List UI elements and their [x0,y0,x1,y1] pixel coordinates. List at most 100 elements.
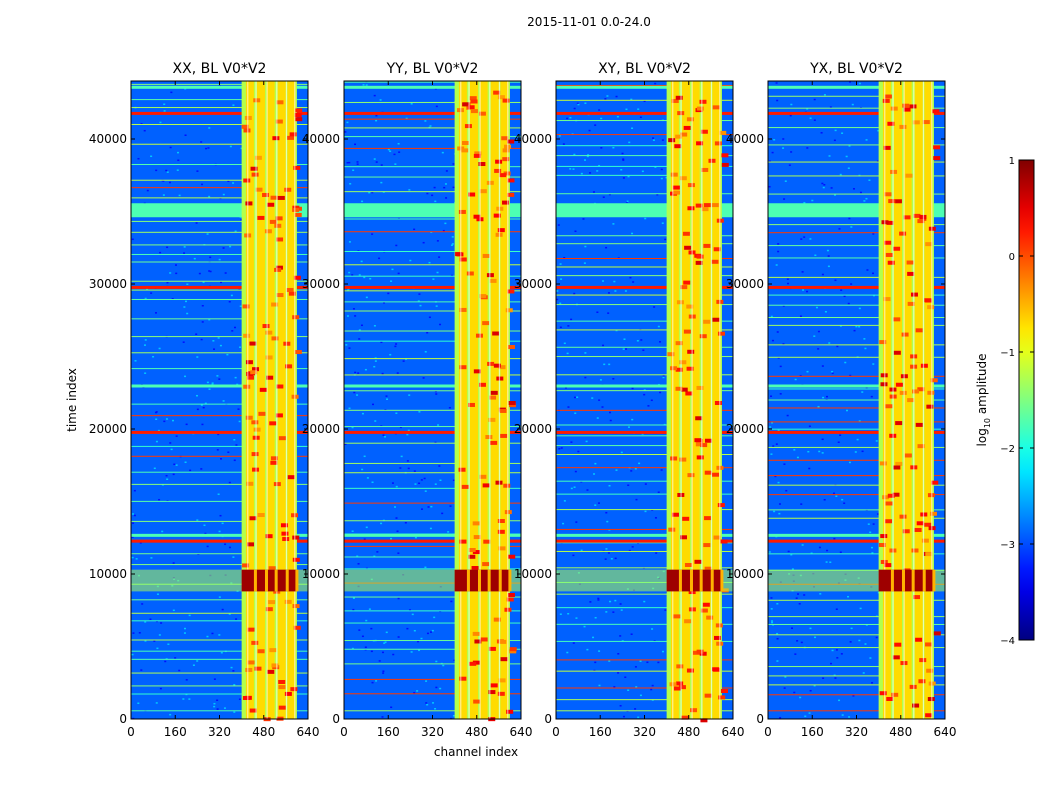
y-tick-label: 30000 [89,277,127,291]
y-tick-label: 10000 [302,567,340,581]
colorbar-tick-label: −1 [1000,348,1015,359]
heatmap-panel-xy: XY, BL V0*V2 0 160 320 480 640 0 10000 20000 3000… [514,61,745,739]
colorbar-tick-label: 1 [1009,156,1015,167]
y-tick-label: 40000 [89,132,127,146]
x-tick-label: 160 [589,725,612,739]
channel-column [712,81,721,719]
channel-column [702,81,711,719]
y-tick-label: 0 [756,712,764,726]
y-tick-label: 20000 [89,422,127,436]
x-tick-label: 160 [801,725,824,739]
x-tick-label: 320 [208,725,231,739]
colorbar-tick-label: −3 [1000,540,1015,551]
broadband-rfi-row [344,533,521,537]
x-tick-label: 640 [297,725,320,739]
broadband-rfi-row [344,384,521,388]
broadband-rfi-row [344,85,521,89]
panel-title: XX, BL V0*V2 [173,61,267,77]
y-tick-label: 30000 [514,277,552,291]
broadband-rfi-row [344,285,521,289]
x-tick-label: 160 [164,725,187,739]
broadband-rfi-row [768,430,945,434]
broadband-rfi-row [556,539,733,543]
x-tick-label: 480 [252,725,275,739]
y-axis-label: time index [65,368,79,432]
rfi-rows [768,95,945,712]
channel-column [266,81,275,719]
x-axis-label: channel index [434,745,518,759]
broadband-rfi-row [768,111,945,115]
broadband-rfi-row [768,285,945,289]
x-tick-label: 480 [677,725,700,739]
y-tick-label: 0 [544,712,552,726]
channel-column [924,81,933,719]
x-tick-label: 320 [633,725,656,739]
heatmap-panel-yx: YX, BL V0*V2 0 160 320 480 640 0 10000 20000 3000… [726,61,957,739]
channel-column [490,81,499,719]
band-hotspots [241,98,303,722]
figure-suptitle: 2015-11-01 0.0-24.0 [527,15,651,29]
channel-column [458,81,467,719]
y-tick-label: 0 [119,712,127,726]
x-tick-label: 480 [465,725,488,739]
broadband-rfi-row [556,85,733,89]
band-hotspots [667,95,729,723]
broadband-rfi-row [344,539,521,543]
x-tick-label: 480 [889,725,912,739]
y-tick-label: 10000 [726,567,764,581]
panel-title: YY, BL V0*V2 [386,61,479,77]
broadband-rfi-row [344,111,521,115]
y-tick-label: 30000 [726,277,764,291]
y-tick-label: 40000 [514,132,552,146]
x-tick-label: 320 [845,725,868,739]
y-tick-label: 10000 [89,567,127,581]
broadband-rfi-row [556,285,733,289]
x-tick-label: 0 [764,725,772,739]
broadband-rfi-row [556,384,733,388]
heatmap-panel-xx: XX, BL V0*V2 0 160 320 480 640 0 10000 20000 3000… [89,61,320,739]
channel-column [500,81,509,719]
x-tick-label: 0 [127,725,135,739]
colorbar-tick-label: −4 [1000,636,1015,647]
channel-column [893,81,902,719]
channel-column [469,81,478,719]
channel-column [479,81,488,719]
broadband-rfi-row [768,384,945,388]
broadband-rfi-row [344,430,521,434]
broadband-rfi-row [131,384,308,388]
broadband-rfi-row [556,533,733,537]
channel-column [287,81,296,719]
x-tick-label: 640 [934,725,957,739]
channel-column [914,81,923,719]
broadband-rfi-row [131,111,308,115]
channel-column [691,81,700,719]
y-tick-label: 40000 [302,132,340,146]
broadband-rfi-row [556,430,733,434]
channel-column [882,81,891,719]
broadband-rfi-row [131,539,308,543]
y-tick-label: 10000 [514,567,552,581]
y-tick-label: 40000 [726,132,764,146]
panel-title: XY, BL V0*V2 [598,61,691,77]
channel-column [277,81,286,719]
broadband-rfi-row [768,533,945,537]
channel-column [256,81,265,719]
colorbar-gradient [1018,159,1035,641]
channel-column [681,81,690,719]
x-tick-label: 320 [421,725,444,739]
colorbar-tick-label: −2 [1000,444,1015,455]
colorbar-tick-label: 0 [1009,252,1015,263]
broadband-rfi-row [768,85,945,89]
y-tick-label: 20000 [726,422,764,436]
broadband-rfi-row [768,539,945,543]
x-tick-label: 640 [722,725,745,739]
broadband-rfi-row [131,285,308,289]
colorbar: 1 0 −1 −2 −3 −4 log10 amplitude [975,156,1035,647]
x-tick-label: 640 [510,725,533,739]
x-tick-label: 0 [552,725,560,739]
broadband-rfi-row [131,430,308,434]
y-tick-label: 30000 [302,277,340,291]
channel-column [670,81,679,719]
broadband-rfi-row [556,111,733,115]
y-tick-label: 20000 [302,422,340,436]
